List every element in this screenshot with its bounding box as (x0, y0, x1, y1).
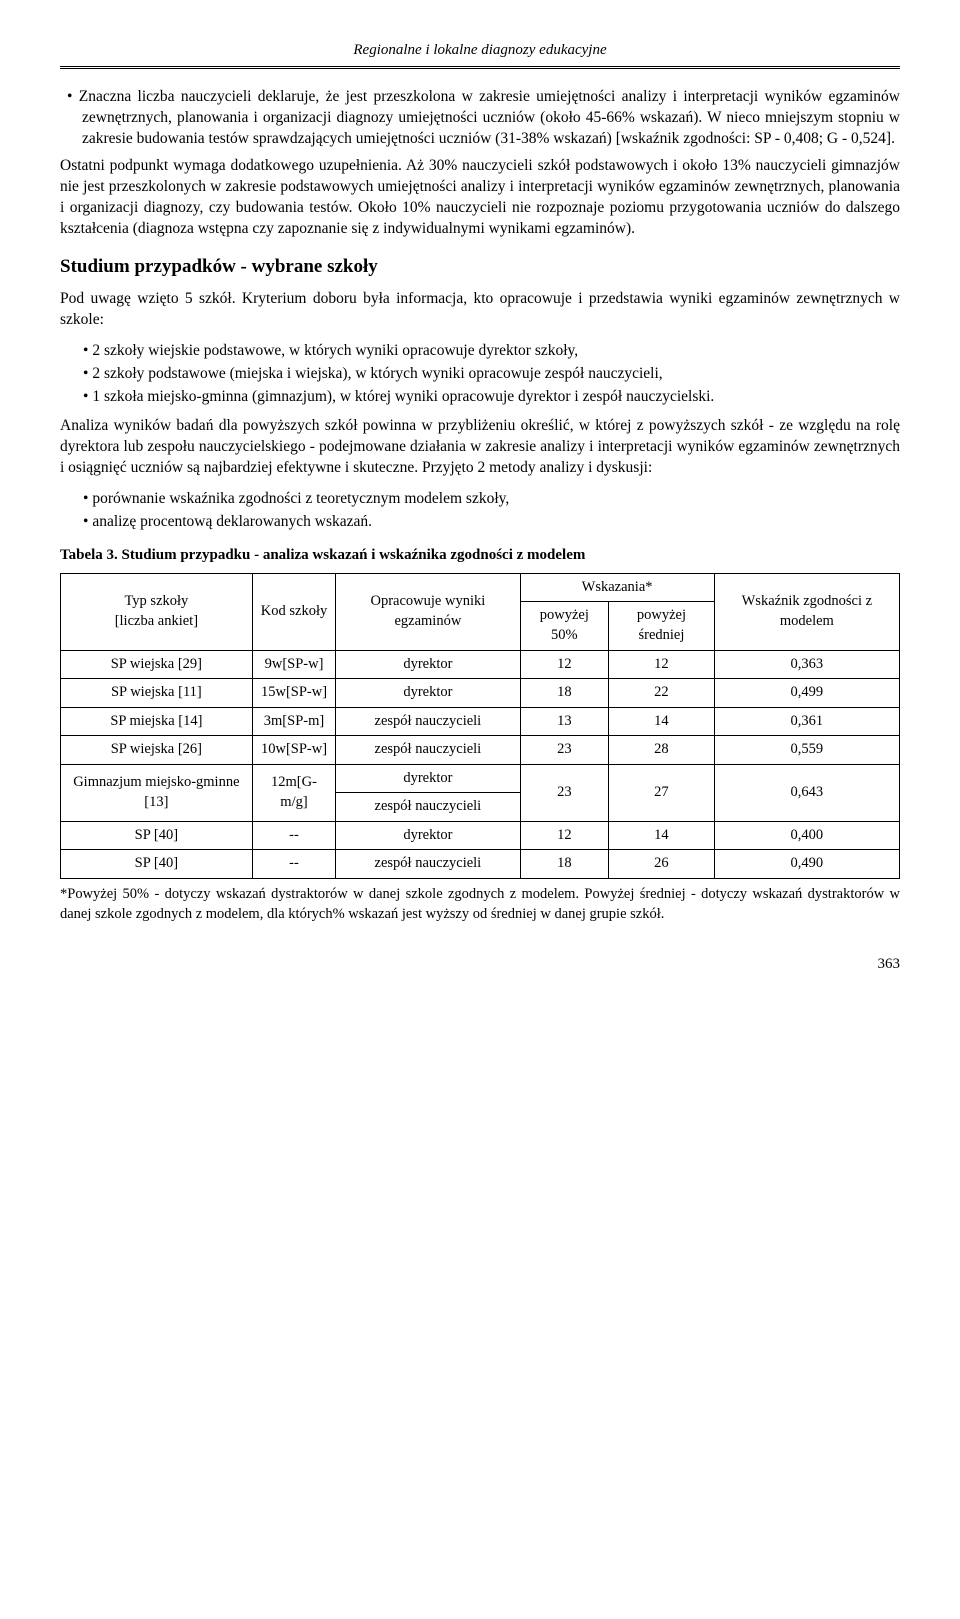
cell-w50: 18 (520, 679, 609, 708)
cell-type: SP wiejska [11] (61, 679, 253, 708)
cell-code: 3m[SP-m] (252, 707, 336, 736)
cell-wz: 0,400 (714, 821, 899, 850)
list-item: analizę procentową deklarowanych wskazań… (98, 512, 900, 533)
cell-w50: 18 (520, 850, 609, 879)
cell-wz: 0,559 (714, 736, 899, 765)
th-code: Kod szkoły (252, 573, 336, 650)
cell-wsr: 14 (609, 707, 715, 736)
page-number: 363 (60, 954, 900, 974)
th-w50: powyżej 50% (520, 602, 609, 650)
cell-wsr: 12 (609, 650, 715, 679)
section-heading: Studium przypadków - wybrane szkoły (60, 254, 900, 280)
cell-wsr: 26 (609, 850, 715, 879)
cell-code: 10w[SP-w] (252, 736, 336, 765)
list-item: porównanie wskaźnika zgodności z teorety… (98, 489, 900, 510)
th-wz: Wskaźnik zgodności z modelem (714, 573, 899, 650)
cell-opr: zespół nauczycieli (336, 736, 520, 765)
bullet-paragraph: Znaczna liczba nauczycieli deklaruje, że… (82, 87, 900, 150)
cell-w50: 12 (520, 650, 609, 679)
th-opr: Opracowuje wyniki egzaminów (336, 573, 520, 650)
cell-code: -- (252, 821, 336, 850)
th-wskazania: Wskazania* (520, 573, 714, 602)
th-type-b: [liczba ankiet] (115, 613, 198, 629)
table-row: SP wiejska [11] 15w[SP-w] dyrektor 18 22… (61, 679, 900, 708)
table-caption: Tabela 3. Studium przypadku - analiza ws… (60, 545, 900, 565)
table-row: Gimnazjum miejsko-gminne [13] 12m[G-m/g]… (61, 764, 900, 793)
bullet-text: Znaczna liczba nauczycieli deklaruje, że… (79, 88, 900, 147)
cell-wz: 0,490 (714, 850, 899, 879)
body-paragraph-2: Pod uwagę wzięto 5 szkół. Kryterium dobo… (60, 289, 900, 331)
cell-wsr: 22 (609, 679, 715, 708)
cell-code: 12m[G-m/g] (252, 764, 336, 821)
cell-code: 15w[SP-w] (252, 679, 336, 708)
table-footnote: *Powyżej 50% - dotyczy wskazań dystrakto… (60, 885, 900, 924)
running-header: Regionalne i lokalne diagnozy edukacyjne (60, 40, 900, 60)
table-row: SP wiejska [26] 10w[SP-w] zespół nauczyc… (61, 736, 900, 765)
cell-wz: 0,499 (714, 679, 899, 708)
table-header-row: Typ szkoły [liczba ankiet] Kod szkoły Op… (61, 573, 900, 602)
cell-w50: 12 (520, 821, 609, 850)
body-paragraph-1: Ostatni podpunkt wymaga dodatkowego uzup… (60, 156, 900, 240)
table-row: SP [40] -- dyrektor 12 14 0,400 (61, 821, 900, 850)
cell-code: -- (252, 850, 336, 879)
cell-type: SP wiejska [26] (61, 736, 253, 765)
cell-type: Gimnazjum miejsko-gminne [13] (61, 764, 253, 821)
cell-opr-b: zespół nauczycieli (336, 793, 520, 822)
criteria-list: 2 szkoły wiejskie podstawowe, w których … (60, 341, 900, 408)
cell-opr-a: dyrektor (336, 764, 520, 793)
cell-type: SP miejska [14] (61, 707, 253, 736)
body-paragraph-3: Analiza wyników badań dla powyższych szk… (60, 416, 900, 479)
data-table: Typ szkoły [liczba ankiet] Kod szkoły Op… (60, 573, 900, 879)
cell-wsr: 14 (609, 821, 715, 850)
methods-list: porównanie wskaźnika zgodności z teorety… (60, 489, 900, 533)
cell-w50: 13 (520, 707, 609, 736)
list-item: 2 szkoły podstawowe (miejska i wiejska),… (98, 364, 900, 385)
cell-wz: 0,361 (714, 707, 899, 736)
list-item: 2 szkoły wiejskie podstawowe, w których … (98, 341, 900, 362)
cell-opr: dyrektor (336, 650, 520, 679)
cell-opr: dyrektor (336, 679, 520, 708)
th-type: Typ szkoły [liczba ankiet] (61, 573, 253, 650)
cell-wz: 0,643 (714, 764, 899, 821)
cell-type: SP wiejska [29] (61, 650, 253, 679)
cell-opr: dyrektor (336, 821, 520, 850)
cell-opr: zespół nauczycieli (336, 850, 520, 879)
cell-type: SP [40] (61, 850, 253, 879)
th-type-a: Typ szkoły (124, 593, 188, 609)
header-rule (60, 66, 900, 69)
th-wsr: powyżej średniej (609, 602, 715, 650)
cell-w50: 23 (520, 764, 609, 821)
cell-opr: zespół nauczycieli (336, 707, 520, 736)
list-item: 1 szkoła miejsko-gminna (gimnazjum), w k… (98, 387, 900, 408)
cell-wsr: 27 (609, 764, 715, 821)
table-row: SP wiejska [29] 9w[SP-w] dyrektor 12 12 … (61, 650, 900, 679)
cell-w50: 23 (520, 736, 609, 765)
cell-type: SP [40] (61, 821, 253, 850)
cell-wsr: 28 (609, 736, 715, 765)
cell-wz: 0,363 (714, 650, 899, 679)
table-row: SP [40] -- zespół nauczycieli 18 26 0,49… (61, 850, 900, 879)
table-row: SP miejska [14] 3m[SP-m] zespół nauczyci… (61, 707, 900, 736)
cell-code: 9w[SP-w] (252, 650, 336, 679)
